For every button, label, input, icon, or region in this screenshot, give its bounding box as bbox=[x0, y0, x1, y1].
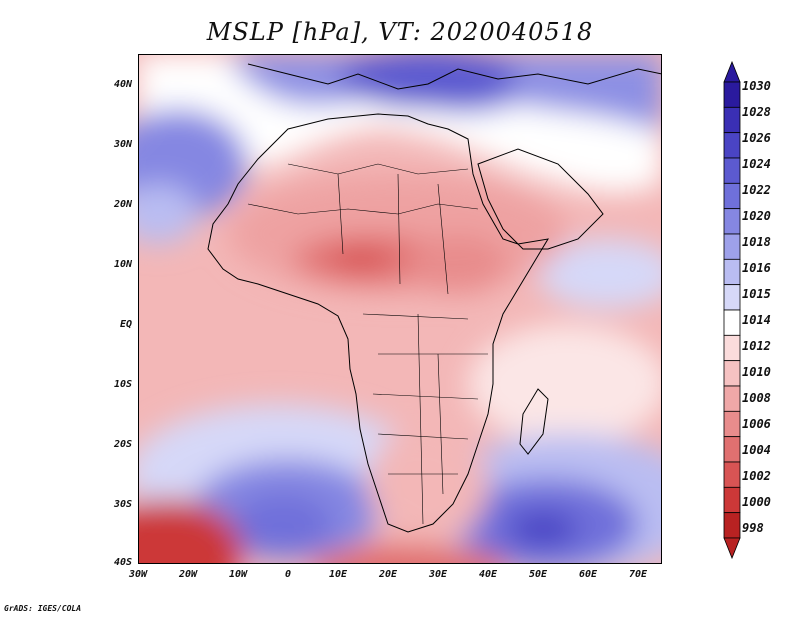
sahel-heat-low-core bbox=[330, 247, 390, 271]
colorbar-label-1020: 1020 bbox=[742, 209, 771, 223]
colorbar-cell-1030 bbox=[723, 81, 741, 108]
madagascar-coastline bbox=[519, 388, 549, 455]
colorbar-label-1000: 1000 bbox=[742, 495, 771, 509]
lon-label-60e: 60E bbox=[578, 569, 598, 580]
colorbar bbox=[723, 60, 741, 560]
colorbar-label-1026: 1026 bbox=[742, 131, 771, 145]
east-africa-neutral bbox=[468, 324, 662, 444]
aegean-high bbox=[338, 54, 518, 109]
lat-label-30n: 30N bbox=[113, 139, 132, 150]
colorbar-cell-1020 bbox=[723, 208, 741, 235]
atlantic-high-edge bbox=[138, 184, 198, 244]
colorbar-cell-1022 bbox=[723, 182, 741, 210]
colorbar-cell-1016 bbox=[723, 258, 741, 286]
africa-coastline bbox=[207, 113, 549, 533]
sudan-low bbox=[408, 234, 508, 294]
colorbar-label-1022: 1022 bbox=[742, 183, 771, 197]
colorbar-cell-1008 bbox=[723, 385, 741, 412]
map-frame bbox=[138, 54, 662, 564]
colorbar-cell-1010 bbox=[723, 360, 741, 387]
lat-label-40n: 40N bbox=[113, 79, 132, 90]
colorbar-cell-1026 bbox=[723, 132, 741, 159]
southern-ocean-low bbox=[310, 544, 506, 564]
colorbar-cell-1028 bbox=[723, 106, 741, 134]
europe-coast bbox=[247, 63, 662, 90]
colorbar-cell-1004 bbox=[723, 436, 741, 463]
arabian-peninsula bbox=[477, 148, 604, 250]
indian-ocean-high-core bbox=[508, 511, 578, 547]
colorbar-label-1018: 1018 bbox=[742, 235, 771, 249]
colorbar-label-1030: 1030 bbox=[742, 79, 771, 93]
lon-label-20w: 20W bbox=[178, 569, 198, 580]
lat-label-20n: 20N bbox=[113, 199, 132, 210]
colorbar-cell-998 bbox=[723, 512, 741, 539]
south-atlantic-high-core bbox=[233, 494, 333, 554]
lat-label-30s: 30S bbox=[113, 499, 132, 510]
lon-label-70e: 70E bbox=[628, 569, 648, 580]
colorbar-cell-1000 bbox=[723, 486, 741, 514]
borders bbox=[247, 163, 488, 525]
lat-label-20s: 20S bbox=[113, 439, 132, 450]
colorbar-label-1024: 1024 bbox=[742, 157, 771, 171]
colorbar-label-1002: 1002 bbox=[742, 469, 771, 483]
coastlines bbox=[207, 63, 662, 533]
colorbar-label-1012: 1012 bbox=[742, 339, 771, 353]
colorbar-top-triangle bbox=[723, 60, 741, 83]
colorbar-bottom-triangle bbox=[723, 537, 741, 560]
lon-label-10e: 10E bbox=[328, 569, 348, 580]
plot-title: MSLP [hPa], VT: 2020040518 bbox=[206, 18, 594, 46]
colorbar-cell-1006 bbox=[723, 410, 741, 438]
colorbar-label-1004: 1004 bbox=[742, 443, 771, 457]
lat-label-10s: 10S bbox=[113, 379, 132, 390]
colorbar-label-1028: 1028 bbox=[742, 105, 771, 119]
colorbar-cell-1014 bbox=[723, 309, 741, 336]
colorbar-label-1015: 1015 bbox=[742, 287, 771, 301]
arabian-sea-ridge bbox=[538, 239, 662, 309]
colorbar-cell-1002 bbox=[723, 461, 741, 488]
lat-label-eq: EQ bbox=[119, 319, 132, 330]
pressure-map bbox=[138, 54, 662, 564]
lon-label-40e: 40E bbox=[478, 569, 498, 580]
colorbar-cell-1024 bbox=[723, 157, 741, 184]
lon-label-50e: 50E bbox=[528, 569, 548, 580]
southwest-corner-low bbox=[138, 499, 243, 564]
colorbar-label-1008: 1008 bbox=[742, 391, 771, 405]
colorbar-label-1010: 1010 bbox=[742, 365, 771, 379]
colorbar-label-1006: 1006 bbox=[742, 417, 771, 431]
lon-label-30e: 30E bbox=[428, 569, 448, 580]
lat-label-10n: 10N bbox=[113, 259, 132, 270]
lon-label-30w: 30W bbox=[128, 569, 148, 580]
colorbar-label-1014: 1014 bbox=[742, 313, 771, 327]
lon-label-20e: 20E bbox=[378, 569, 398, 580]
southern-africa-trough bbox=[368, 424, 488, 544]
colorbar-label-1016: 1016 bbox=[742, 261, 771, 275]
colorbar-label-998: 998 bbox=[742, 521, 764, 535]
colorbar-cell-1018 bbox=[723, 233, 741, 260]
lat-label-40s: 40S bbox=[113, 557, 132, 568]
lon-label-0: 0 bbox=[284, 569, 292, 580]
colorbar-cell-1012 bbox=[723, 334, 741, 362]
lon-label-10w: 10W bbox=[228, 569, 248, 580]
colorbar-cell-1015 bbox=[723, 284, 741, 311]
grads-credit: GrADS: IGES/COLA bbox=[4, 604, 82, 613]
